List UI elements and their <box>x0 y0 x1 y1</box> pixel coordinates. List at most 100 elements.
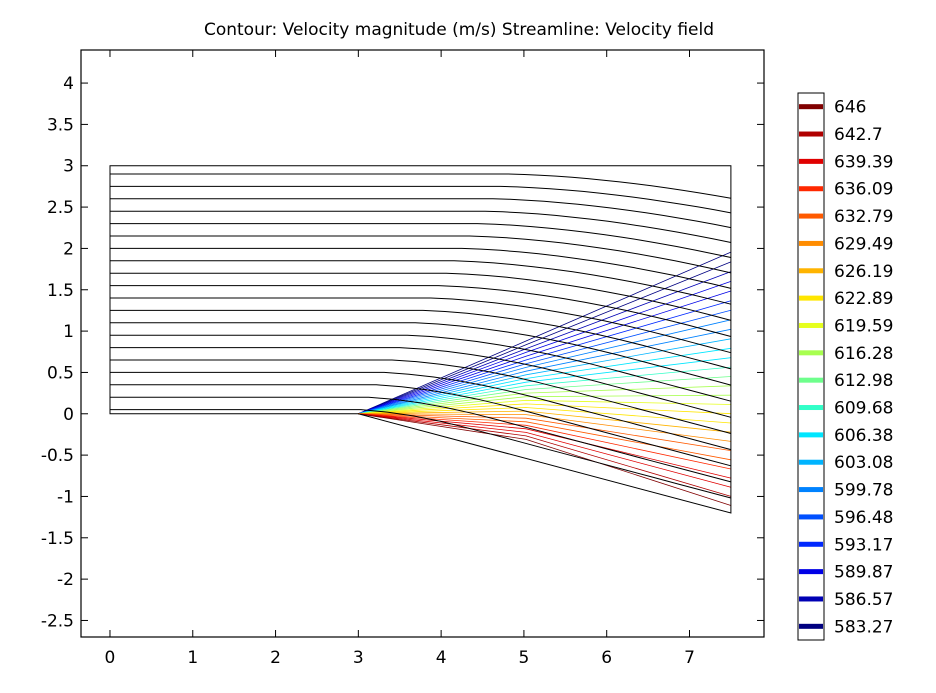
contour-line <box>358 413 732 488</box>
streamline <box>110 297 732 354</box>
colorbar-swatch <box>799 432 823 438</box>
streamline <box>110 322 732 386</box>
contour-line <box>358 309 732 415</box>
streamline <box>110 247 732 289</box>
y-tick-label: -1.5 <box>41 529 74 549</box>
x-tick-label: 1 <box>187 648 198 668</box>
x-tick-label: 5 <box>519 648 530 668</box>
streamline <box>110 309 732 370</box>
x-tick-label: 7 <box>684 648 695 668</box>
y-tick-label: 2.5 <box>47 198 74 218</box>
colorbar-label: 586.57 <box>834 590 893 610</box>
streamline <box>110 223 732 258</box>
contour-line <box>358 399 731 415</box>
colorbar-swatch <box>799 240 823 246</box>
y-tick-label: -0.5 <box>41 446 74 466</box>
colorbar-swatch <box>799 405 823 411</box>
x-tick-label: 4 <box>436 648 447 668</box>
contour-line <box>358 385 731 415</box>
streamline <box>110 409 732 499</box>
streamline <box>110 396 732 483</box>
colorbar-swatch <box>799 377 823 383</box>
contour-line <box>358 413 731 479</box>
colorbar-swatch <box>799 350 823 356</box>
x-tick-label: 2 <box>270 648 281 668</box>
contour-line <box>358 413 731 442</box>
y-tick-label: 1 <box>63 322 74 342</box>
colorbar-label: 626.19 <box>834 262 893 282</box>
contour-line <box>358 319 731 415</box>
contour-line <box>358 413 732 497</box>
y-tick-label: 0.5 <box>47 363 74 383</box>
contour-line <box>358 357 731 415</box>
streamline <box>110 285 732 337</box>
colorbar-label: 616.28 <box>834 344 893 364</box>
colorbar-swatch <box>799 623 823 629</box>
colorbar-swatch <box>799 596 823 602</box>
x-tick-label: 0 <box>105 648 116 668</box>
streamline <box>110 198 731 229</box>
contour-line <box>358 394 731 415</box>
streamline <box>110 384 732 467</box>
colorbar-label: 612.98 <box>834 371 893 391</box>
contour-line <box>358 261 732 415</box>
colorbar-label: 609.68 <box>834 399 893 419</box>
colorbar-label: 603.08 <box>834 453 893 473</box>
colorbar-label: 589.87 <box>834 563 893 583</box>
colorbar-swatch <box>799 322 823 328</box>
streamline <box>110 371 732 451</box>
contour-line <box>358 403 731 415</box>
colorbar-label: 606.38 <box>834 426 893 446</box>
contour-line <box>358 251 732 415</box>
contour-line <box>358 366 731 415</box>
colorbar-label: 619.59 <box>834 316 893 336</box>
colorbar-label: 636.09 <box>834 180 893 200</box>
colorbar-swatch <box>799 131 823 137</box>
plot-frame <box>80 49 765 638</box>
colorbar-swatch <box>799 459 823 465</box>
colorbar: 646 642.7 639.39 636.09 632.79 629.49 626.19 62… <box>797 92 893 641</box>
contour-line <box>358 347 731 415</box>
colorbar-label: 599.78 <box>834 481 893 501</box>
colorbar-swatch <box>799 487 823 493</box>
domain-outline <box>109 165 732 514</box>
contour-line <box>358 413 731 461</box>
streamlines-layer <box>110 173 732 499</box>
streamline <box>110 272 732 321</box>
colorbar-swatch <box>799 295 823 301</box>
contour-line <box>358 413 731 470</box>
contour-line <box>358 281 732 415</box>
streamline <box>110 347 732 418</box>
colorbar-frame <box>797 92 825 641</box>
streamline <box>110 173 731 199</box>
y-tick-label: 1.5 <box>47 281 74 301</box>
streamline <box>110 260 732 305</box>
contour-line <box>358 413 731 451</box>
colorbar-label: 639.39 <box>834 152 893 172</box>
contour-lines-layer <box>358 251 732 506</box>
colorbar-label: 593.17 <box>834 535 893 555</box>
colorbar-label: 646 <box>834 98 866 118</box>
y-tick-label: -2.5 <box>41 611 74 631</box>
colorbar-label: 632.79 <box>834 207 893 227</box>
y-tick-label: 2 <box>63 239 74 259</box>
contour-line <box>358 300 732 415</box>
colorbar-label: 583.27 <box>834 617 893 637</box>
colorbar-swatch <box>799 158 823 164</box>
colorbar-swatch <box>799 569 823 575</box>
x-tick-label: 6 <box>601 648 612 668</box>
contour-line <box>358 407 731 424</box>
colorbar-swatch <box>799 514 823 520</box>
axis-ticks-layer: 0 1 2 3 4 5 6 7 -2.5 -2 -1.5 -1 -0.5 0 0.5 1 1.5 2 2.5 3 3.5… <box>41 50 764 668</box>
contour-line <box>358 290 732 415</box>
y-tick-label: 3.5 <box>47 115 74 135</box>
colorbar-label: 629.49 <box>834 234 893 254</box>
colorbar-swatch <box>799 268 823 274</box>
y-tick-label: -2 <box>57 570 74 590</box>
colorbar-swatch <box>799 186 823 192</box>
contour-line <box>358 328 731 415</box>
colorbar-swatch <box>799 104 823 110</box>
colorbar-label: 622.89 <box>834 289 893 309</box>
contour-line <box>358 271 732 415</box>
